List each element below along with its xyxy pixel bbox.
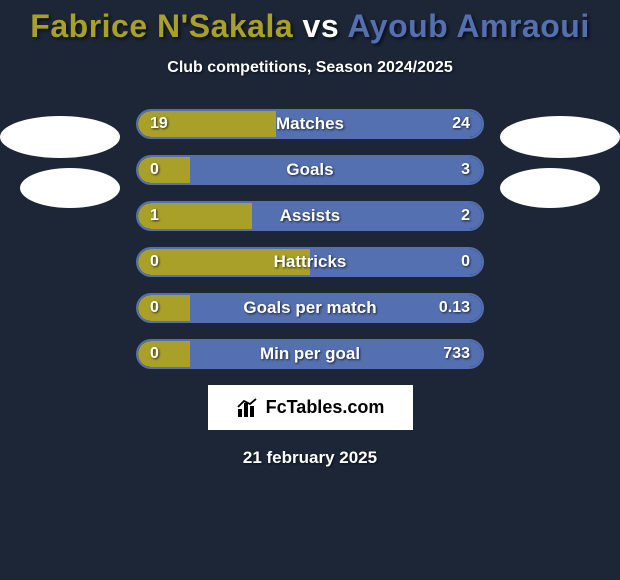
brand-box: FcTables.com — [208, 385, 413, 430]
brand-logo: FcTables.com — [236, 397, 385, 419]
stat-label: Goals per match — [138, 295, 482, 321]
stat-row-goals: 03Goals — [136, 155, 484, 185]
subtitle: Club competitions, Season 2024/2025 — [0, 59, 620, 77]
stat-label: Goals — [138, 157, 482, 183]
stat-label: Assists — [138, 203, 482, 229]
content-area: 1924Matches 03Goals 12Assists 00Hattricks 00… — [0, 109, 620, 369]
stat-row-goals-per-match: 00.13Goals per match — [136, 293, 484, 323]
player1-name: Fabrice N'Sakala — [30, 8, 293, 44]
vs-word: vs — [303, 8, 340, 44]
stat-row-assists: 12Assists — [136, 201, 484, 231]
date-text: 21 february 2025 — [0, 448, 620, 468]
avatar-right-1 — [500, 168, 600, 208]
bars-icon — [236, 397, 260, 419]
stat-bars: 1924Matches 03Goals 12Assists 00Hattricks 00… — [136, 109, 484, 369]
stat-label: Min per goal — [138, 341, 482, 367]
stat-label: Matches — [138, 111, 482, 137]
brand-text: FcTables.com — [266, 397, 385, 418]
stat-row-min-per-goal: 0733Min per goal — [136, 339, 484, 369]
stat-row-hattricks: 00Hattricks — [136, 247, 484, 277]
comparison-title: Fabrice N'Sakala vs Ayoub Amraoui — [0, 0, 620, 45]
avatar-left-1 — [20, 168, 120, 208]
avatar-left-0 — [0, 116, 120, 158]
player2-name: Ayoub Amraoui — [347, 8, 589, 44]
stat-label: Hattricks — [138, 249, 482, 275]
avatar-right-0 — [500, 116, 620, 158]
stat-row-matches: 1924Matches — [136, 109, 484, 139]
